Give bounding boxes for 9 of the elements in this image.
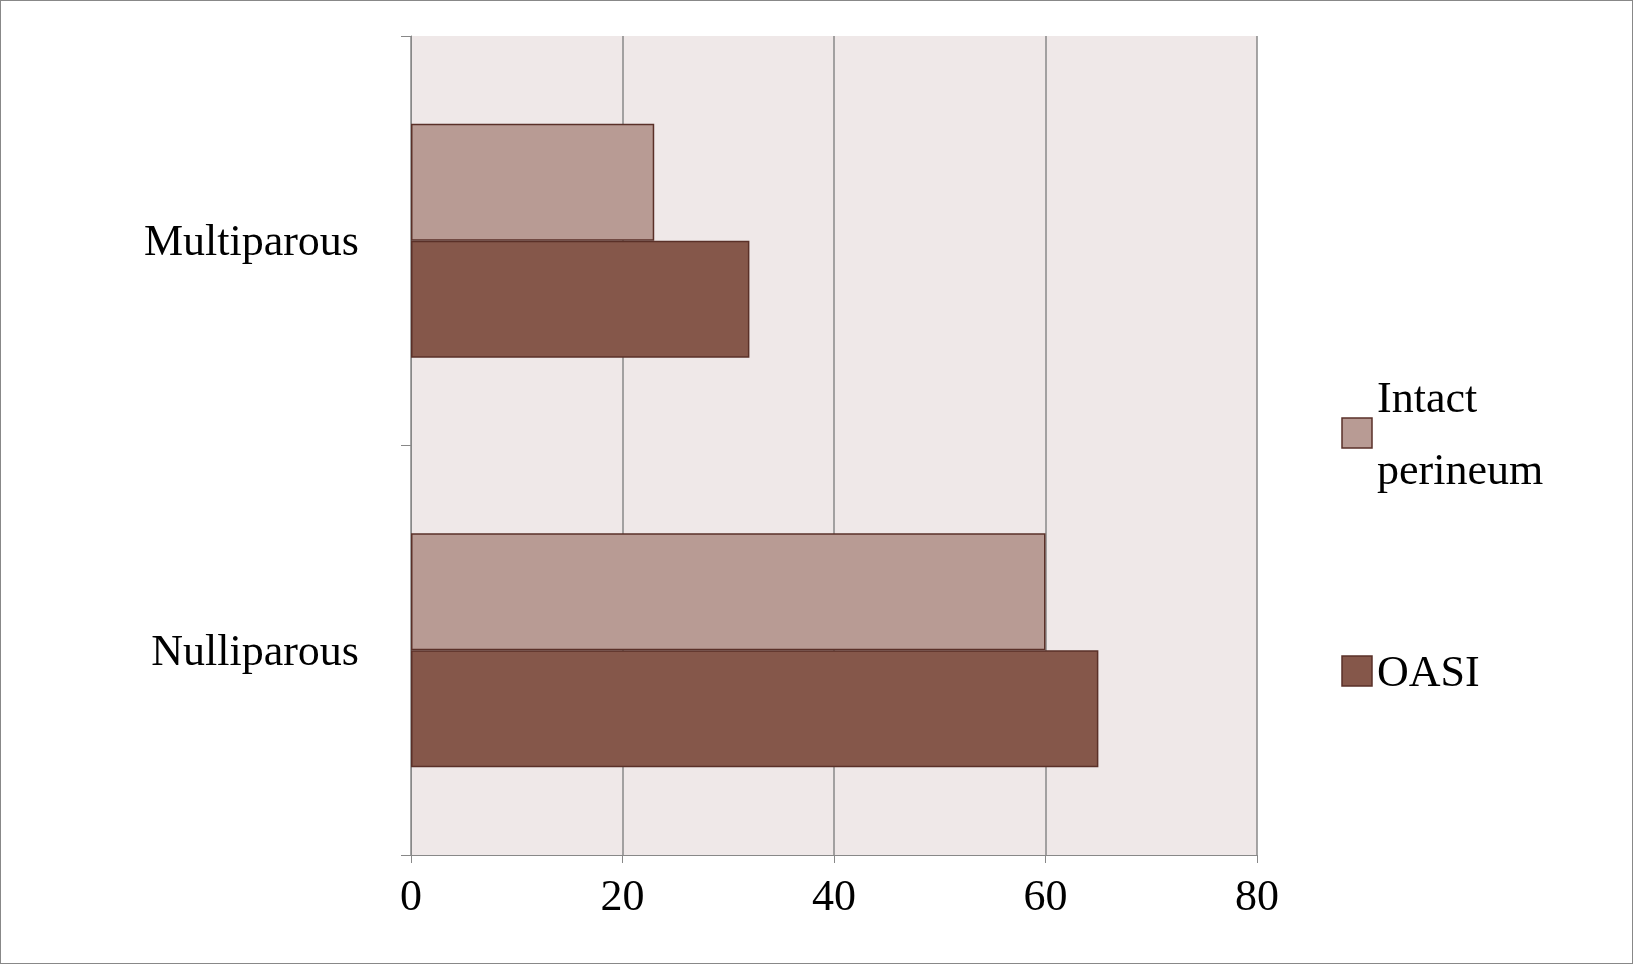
x-tick-label: 80: [1235, 870, 1279, 920]
legend-label: Intact perineum: [1377, 372, 1544, 494]
legend-label: OASI: [1377, 646, 1480, 696]
y-tick-label: Multiparous: [143, 216, 359, 266]
x-tick-label: 0: [400, 870, 422, 920]
x-tick-label: 20: [600, 870, 645, 920]
y-tick-label: Nulliparous: [151, 625, 359, 675]
x-tick-label: 40: [812, 870, 856, 920]
x-tick-label: 60: [1023, 870, 1068, 920]
